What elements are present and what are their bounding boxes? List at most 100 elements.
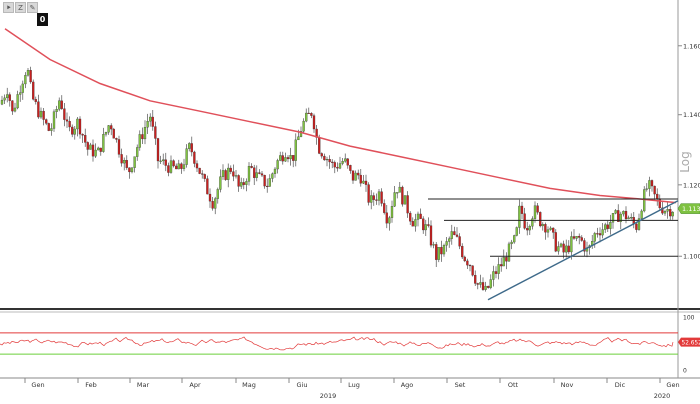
candle-body xyxy=(4,98,6,100)
candle-body xyxy=(420,214,422,219)
candle-body xyxy=(56,109,58,112)
candle-body xyxy=(149,117,151,121)
candle-body xyxy=(115,138,117,139)
candle-body xyxy=(321,153,323,156)
candle-body xyxy=(386,213,388,224)
candle-body xyxy=(485,286,487,290)
candle-body xyxy=(570,236,572,251)
candle-body xyxy=(24,75,26,84)
candle-body xyxy=(45,120,47,124)
candle-body xyxy=(391,206,393,217)
candle-body xyxy=(357,173,359,175)
candle-body xyxy=(331,162,333,163)
candle-body xyxy=(295,140,297,161)
candle-body xyxy=(409,213,411,221)
candle-body xyxy=(27,70,29,75)
candle-body xyxy=(472,266,474,275)
candle-body xyxy=(651,180,653,186)
candle-body xyxy=(529,226,531,230)
candle-body xyxy=(342,161,344,163)
candle-body xyxy=(544,224,546,232)
candle-body xyxy=(568,246,570,252)
candle-body xyxy=(89,145,91,150)
candle-body xyxy=(672,212,674,216)
candle-body xyxy=(555,232,557,251)
candle-body xyxy=(230,168,232,172)
candle-body xyxy=(344,159,346,161)
candle-body xyxy=(35,99,37,102)
candle-body xyxy=(498,264,500,273)
candle-body xyxy=(362,181,364,183)
candle-body xyxy=(451,231,453,238)
candle-body xyxy=(50,128,52,130)
counter-badge: 0 xyxy=(37,13,48,26)
candle-body xyxy=(542,224,544,226)
candle-body xyxy=(373,196,375,200)
candle-body xyxy=(37,102,39,117)
candle-body xyxy=(63,109,65,120)
candle-body xyxy=(656,194,658,199)
candle-body xyxy=(87,142,89,149)
candle-body xyxy=(271,174,273,179)
candle-body xyxy=(518,206,520,228)
candle-body xyxy=(123,160,125,163)
candle-body xyxy=(438,247,440,259)
candle-body xyxy=(225,170,227,179)
candle-body xyxy=(456,235,458,237)
candle-body xyxy=(336,167,338,168)
log-scale-label: Log xyxy=(678,151,692,172)
candle-body xyxy=(147,121,149,127)
candle-body xyxy=(282,155,284,161)
candle-body xyxy=(383,203,385,212)
candle-body xyxy=(659,199,661,208)
candle-body xyxy=(19,93,21,95)
candle-body xyxy=(599,233,601,235)
candle-body xyxy=(459,237,461,247)
candle-body xyxy=(349,165,351,170)
candle-body xyxy=(534,206,536,219)
candle-body xyxy=(253,168,255,178)
zoom-tool-button[interactable]: Z xyxy=(15,2,26,13)
pointer-tool-button[interactable]: ⯈ xyxy=(3,2,14,13)
candle-body xyxy=(160,161,162,162)
candle-body xyxy=(513,235,515,242)
candle-body xyxy=(183,165,185,169)
candle-body xyxy=(214,199,216,209)
candle-body xyxy=(66,120,68,122)
candle-body xyxy=(167,166,169,173)
candle-body xyxy=(165,160,167,166)
candle-body xyxy=(622,211,624,214)
candle-body xyxy=(430,226,432,246)
candle-body xyxy=(121,154,123,163)
candle-body xyxy=(32,82,34,99)
candle-body xyxy=(297,137,299,140)
candle-body xyxy=(407,195,409,213)
candle-body xyxy=(607,225,609,229)
candle-body xyxy=(394,193,396,207)
candle-body xyxy=(40,111,42,117)
candle-body xyxy=(219,177,221,190)
candle-body xyxy=(232,172,234,177)
candle-body xyxy=(188,143,190,148)
candle-body xyxy=(368,185,370,203)
candle-body xyxy=(222,170,224,176)
candle-body xyxy=(243,182,245,184)
candle-body xyxy=(22,84,24,93)
candle-body xyxy=(279,155,281,160)
candle-body xyxy=(30,70,32,82)
candle-body xyxy=(191,143,193,152)
candle-body xyxy=(108,125,110,132)
candle-body xyxy=(274,169,276,174)
candle-body xyxy=(443,245,445,254)
candle-body xyxy=(11,101,13,111)
candle-body xyxy=(318,137,320,153)
candle-body xyxy=(526,228,528,230)
candle-body xyxy=(118,139,120,154)
candle-body xyxy=(48,123,50,130)
candle-body xyxy=(173,161,175,166)
draw-tool-button[interactable]: ✎ xyxy=(27,2,38,13)
candle-body xyxy=(79,119,81,134)
candle-body xyxy=(524,214,526,229)
